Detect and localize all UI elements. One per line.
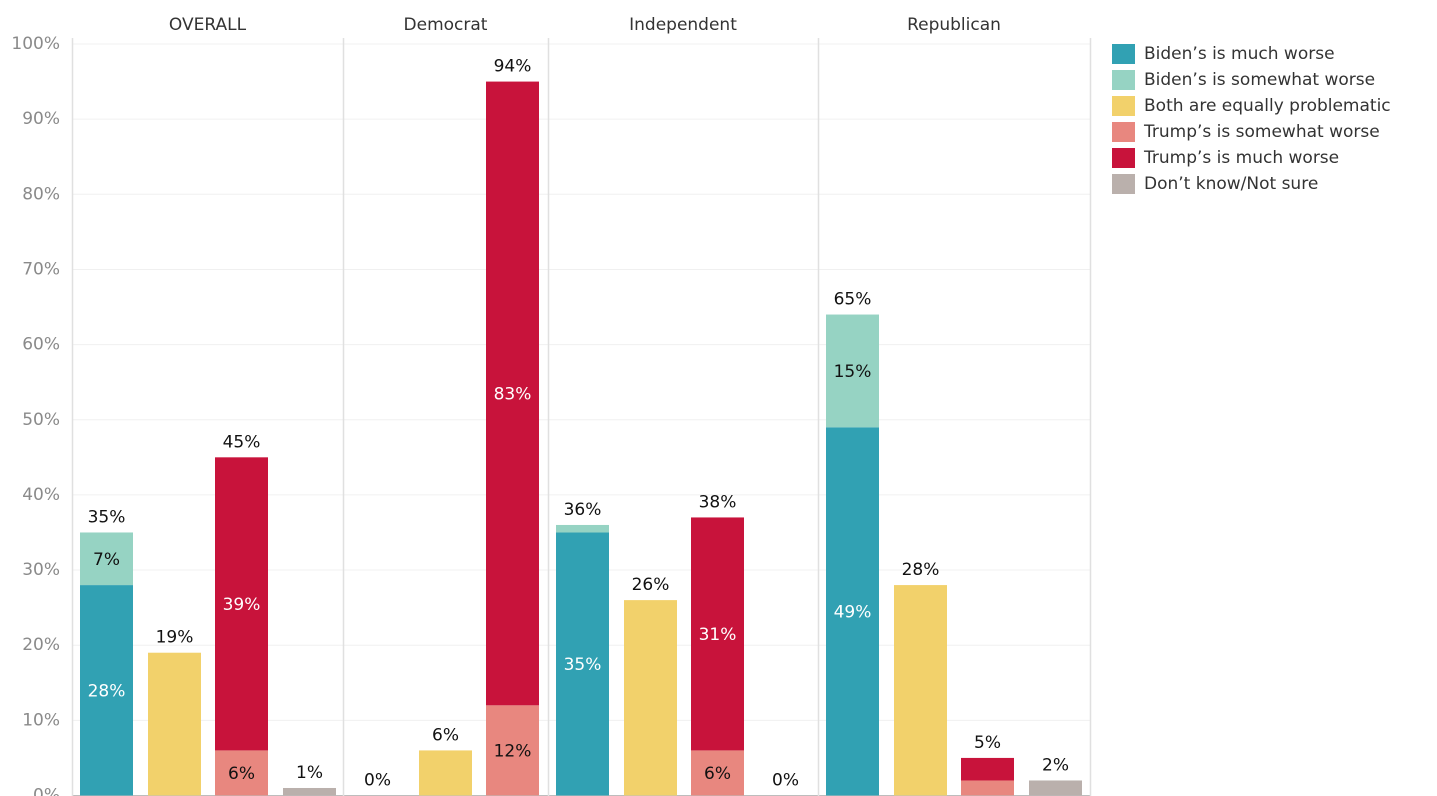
- total-label: 26%: [632, 575, 670, 595]
- total-label: 36%: [564, 500, 602, 520]
- legend-label: Biden’s is much worse: [1144, 44, 1335, 64]
- legend-swatch: [1112, 70, 1135, 90]
- y-tick-label: 60%: [22, 335, 60, 355]
- bar-segment: [215, 457, 268, 751]
- segment-label: 39%: [223, 595, 261, 615]
- bar-segment: [283, 787, 336, 796]
- segment-label: 83%: [494, 384, 532, 404]
- y-tick-label: 0%: [33, 786, 60, 796]
- segment-label: 15%: [834, 362, 872, 382]
- total-label: 65%: [834, 290, 872, 310]
- segment-label: 12%: [494, 741, 532, 761]
- segment-label: 6%: [228, 764, 255, 784]
- total-label: 28%: [902, 560, 940, 580]
- data-labels: 35% 28% 7% 19% 45% 39% 6% 1% 0% 6% 94% 83% 12% 36% 35%…: [88, 57, 1069, 791]
- bar-segment: [148, 652, 201, 796]
- total-label: 94%: [494, 57, 532, 77]
- y-tick-label: 50%: [22, 410, 60, 430]
- segment-label: 6%: [704, 764, 731, 784]
- y-axis: 0% 10% 20% 30% 40% 50% 60% 70% 80% 90% 100%: [11, 34, 60, 796]
- segment-label: 31%: [699, 625, 737, 645]
- bar-segment: [486, 81, 539, 706]
- legend-label: Trump’s is somewhat worse: [1144, 122, 1380, 142]
- bar-segment: [1029, 780, 1082, 796]
- total-label: 0%: [364, 771, 391, 791]
- total-label: 35%: [88, 507, 126, 527]
- panel-header: Republican: [907, 15, 1001, 35]
- total-label: 2%: [1042, 755, 1069, 775]
- legend-item: Biden’s is somewhat worse: [1112, 67, 1391, 93]
- segment-label: 35%: [564, 655, 602, 675]
- legend-label: Both are equally problematic: [1144, 96, 1391, 116]
- bar-segment: [691, 517, 744, 751]
- legend-label: Biden’s is somewhat worse: [1144, 70, 1376, 90]
- legend: Biden’s is much worse Biden’s is somewhat…: [1112, 41, 1391, 197]
- bars: [80, 81, 1082, 796]
- bar-segment: [961, 780, 1014, 796]
- legend-swatch: [1112, 174, 1135, 194]
- total-label: 45%: [223, 432, 261, 452]
- y-tick-label: 100%: [11, 34, 60, 54]
- legend-swatch: [1112, 148, 1135, 168]
- legend-item: Trump’s is much worse: [1112, 145, 1391, 171]
- panel-header: Independent: [629, 15, 737, 35]
- legend-item: Biden’s is much worse: [1112, 41, 1391, 67]
- panel-headers: OVERALL Democrat Independent Republican: [169, 15, 1001, 35]
- bar-segment: [80, 532, 133, 586]
- legend-item: Trump’s is somewhat worse: [1112, 119, 1391, 145]
- total-label: 19%: [156, 628, 194, 648]
- bar-segment: [826, 314, 879, 428]
- bar-segment: [961, 757, 1014, 781]
- bar-segment: [80, 585, 133, 796]
- bar-segment: [556, 524, 609, 533]
- bar-segment: [556, 532, 609, 796]
- segment-label: 7%: [93, 550, 120, 570]
- y-tick-label: 20%: [22, 635, 60, 655]
- legend-label: Don’t know/Not sure: [1144, 174, 1319, 194]
- y-tick-label: 90%: [22, 109, 60, 129]
- bar-segment: [894, 585, 947, 796]
- bar-segment: [419, 750, 472, 796]
- legend-swatch: [1112, 96, 1135, 116]
- y-tick-label: 80%: [22, 184, 60, 204]
- total-label: 6%: [432, 725, 459, 745]
- total-label: 38%: [699, 492, 737, 512]
- bar-segment: [215, 750, 268, 796]
- total-label: 1%: [296, 763, 323, 783]
- total-label: 0%: [772, 771, 799, 791]
- y-tick-label: 10%: [22, 710, 60, 730]
- legend-label: Trump’s is much worse: [1144, 148, 1340, 168]
- legend-swatch: [1112, 122, 1135, 142]
- y-tick-label: 70%: [22, 259, 60, 279]
- panel-header: Democrat: [404, 15, 488, 35]
- legend-item: Both are equally problematic: [1112, 93, 1391, 119]
- segment-label: 28%: [88, 681, 126, 701]
- bar-segment: [691, 750, 744, 796]
- bar-segment: [826, 427, 879, 796]
- legend-swatch: [1112, 44, 1135, 64]
- bar-segment: [486, 705, 539, 796]
- y-tick-label: 40%: [22, 485, 60, 505]
- total-label: 5%: [974, 733, 1001, 753]
- legend-item: Don’t know/Not sure: [1112, 171, 1391, 197]
- panel-header: OVERALL: [169, 15, 247, 35]
- y-tick-label: 30%: [22, 560, 60, 580]
- segment-label: 49%: [834, 602, 872, 622]
- bar-segment: [624, 600, 677, 796]
